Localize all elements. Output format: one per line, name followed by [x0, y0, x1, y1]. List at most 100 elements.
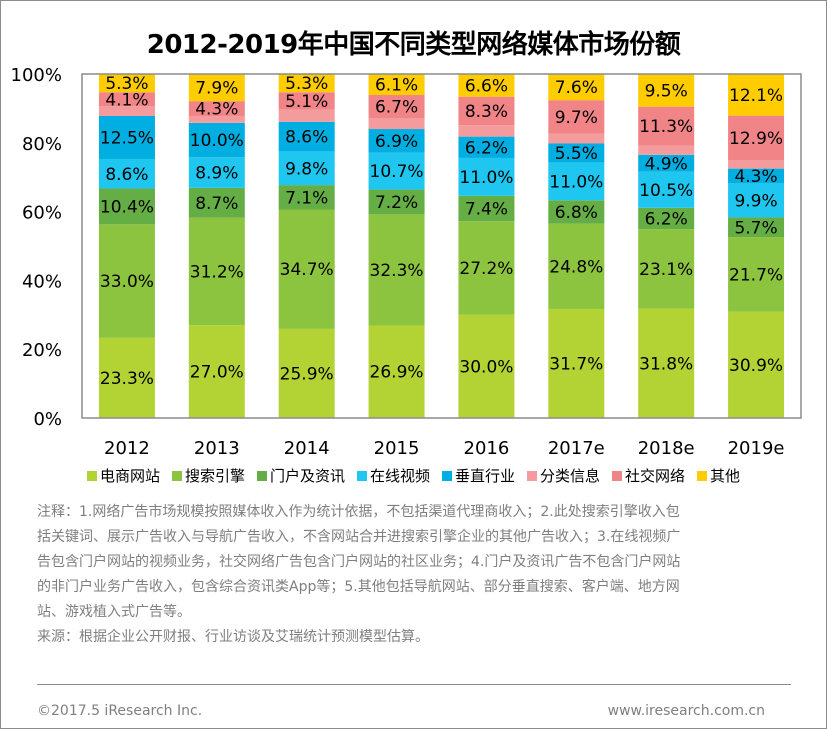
- bar-segment: [278, 74, 335, 93]
- y-tick-label: 20%: [22, 340, 62, 361]
- bar-segment: [188, 325, 245, 418]
- bar-segment: [98, 92, 155, 107]
- data-label: 4.9%: [645, 154, 688, 174]
- data-label: 9.7%: [555, 108, 598, 128]
- data-label: 6.8%: [555, 203, 598, 223]
- chart-legend: 电商网站 搜索引擎 门户及资讯 在线视频 垂直行业 分类信息 社交网络 其他: [0, 465, 827, 486]
- bar-segment: [458, 125, 515, 137]
- bar-segment: [368, 118, 425, 130]
- data-label: 10.7%: [370, 162, 424, 182]
- bar-segment: [458, 314, 515, 418]
- bar-segment: [728, 115, 785, 160]
- data-label: 8.7%: [195, 194, 238, 214]
- bar-segment: [638, 308, 695, 418]
- note-line: 的非门户业务广告收入，包含综合资讯类App等；5.其他包括导航网站、部分垂直搜索…: [37, 579, 680, 595]
- x-tick-label: 2019e: [728, 438, 785, 459]
- data-label: 8.6%: [105, 165, 148, 185]
- data-label: 6.2%: [465, 138, 508, 158]
- data-label: 10.5%: [639, 181, 693, 201]
- data-label: 5.5%: [555, 144, 598, 164]
- legend-label: 搜索引擎: [184, 467, 245, 485]
- bar-segment: [458, 157, 515, 196]
- bar-segment: [188, 74, 245, 102]
- data-label: 6.1%: [375, 75, 418, 95]
- bar-segment: [638, 145, 695, 155]
- data-label: 12.1%: [729, 86, 783, 106]
- data-label: 31.8%: [639, 354, 693, 374]
- data-label: 10.0%: [190, 131, 244, 151]
- bar-segment: [638, 74, 695, 107]
- data-label: 32.3%: [370, 261, 424, 281]
- bar-segment: [728, 217, 785, 238]
- data-label: 5.7%: [734, 218, 777, 238]
- notes-block: 注释：1.网络广告市场规模按照媒体收入作为统计依据，不包括渠道代理商收入；2.此…: [37, 500, 797, 650]
- bar-segment: [458, 96, 515, 126]
- data-label: 6.6%: [465, 76, 508, 96]
- data-label: 25.9%: [280, 364, 334, 384]
- data-label: 4.1%: [105, 90, 148, 110]
- legend-label: 社交网络: [625, 467, 686, 485]
- stacked-bar-chart: 23.3%33.0%10.4%8.6%12.5%4.1%5.3%201227.0…: [11, 65, 802, 459]
- note-line: 括关键词、展示广告收入与导航广告收入，不含网站合并进搜索引擎企业的其他广告收入；…: [37, 529, 681, 545]
- data-label: 24.8%: [549, 257, 603, 277]
- bar-segment: [728, 311, 785, 418]
- x-tick-label: 2014: [284, 438, 330, 459]
- data-label: 7.9%: [195, 79, 238, 99]
- legend-item: 在线视频: [356, 465, 430, 486]
- data-label: 10.4%: [100, 197, 154, 217]
- copyright-text: ©2017.5 iResearch Inc.: [37, 703, 203, 719]
- data-label: 33.0%: [100, 272, 154, 292]
- legend-swatch: [612, 470, 623, 481]
- bar-segment: [98, 106, 155, 116]
- bar-segment: [188, 187, 245, 218]
- plot-area: 23.3%33.0%10.4%8.6%12.5%4.1%5.3%201227.0…: [11, 65, 802, 459]
- data-label: 23.3%: [100, 369, 154, 389]
- bar-segment: [188, 157, 245, 188]
- bar-segment: [548, 133, 605, 144]
- bar-segment: [278, 109, 335, 122]
- legend-swatch: [256, 470, 267, 481]
- data-label: 5.3%: [285, 74, 328, 94]
- bar-segment: [728, 74, 785, 116]
- bar-segment: [368, 325, 425, 418]
- bar-segment: [188, 217, 245, 326]
- website-link[interactable]: www.iresearch.com.cn: [607, 703, 765, 719]
- bar-segment: [368, 189, 425, 215]
- data-label: 12.5%: [100, 128, 154, 148]
- legend-swatch: [86, 470, 97, 481]
- bar-segment: [638, 229, 695, 309]
- bar-segment: [368, 74, 425, 95]
- data-label: 12.9%: [729, 129, 783, 149]
- legend-swatch: [697, 470, 708, 481]
- legend-item: 电商网站: [86, 465, 160, 486]
- y-tick-label: 0%: [33, 409, 62, 430]
- note-line: 站、游戏植入式广告等。: [37, 604, 191, 620]
- bar-segment: [638, 154, 695, 172]
- data-label: 8.6%: [285, 128, 328, 148]
- bar-segment: [278, 151, 335, 186]
- bar-segment: [458, 221, 515, 315]
- data-label: 31.2%: [190, 262, 244, 282]
- bar-segment: [98, 337, 155, 418]
- bar-segment: [98, 224, 155, 338]
- bar-segment: [368, 129, 425, 153]
- data-label: 8.3%: [465, 102, 508, 122]
- legend-label: 在线视频: [369, 467, 430, 485]
- data-label: 9.9%: [734, 191, 777, 211]
- legend-label: 电商网站: [99, 467, 160, 485]
- x-tick-label: 2015: [374, 438, 420, 459]
- data-label: 23.1%: [639, 260, 693, 280]
- bar-segment: [728, 160, 785, 169]
- bar-segment: [368, 94, 425, 119]
- bar-segment: [638, 207, 695, 230]
- legend-item: 门户及资讯: [256, 465, 345, 486]
- bar-segment: [98, 158, 155, 189]
- x-tick-label: 2013: [194, 438, 240, 459]
- legend-item: 垂直行业: [442, 465, 515, 486]
- bar-segment: [98, 115, 155, 159]
- x-tick-label: 2016: [464, 438, 510, 459]
- data-label: 21.7%: [729, 265, 783, 285]
- data-label: 6.9%: [375, 132, 418, 152]
- data-label: 11.0%: [549, 172, 603, 192]
- legend-item: 其他: [697, 465, 740, 486]
